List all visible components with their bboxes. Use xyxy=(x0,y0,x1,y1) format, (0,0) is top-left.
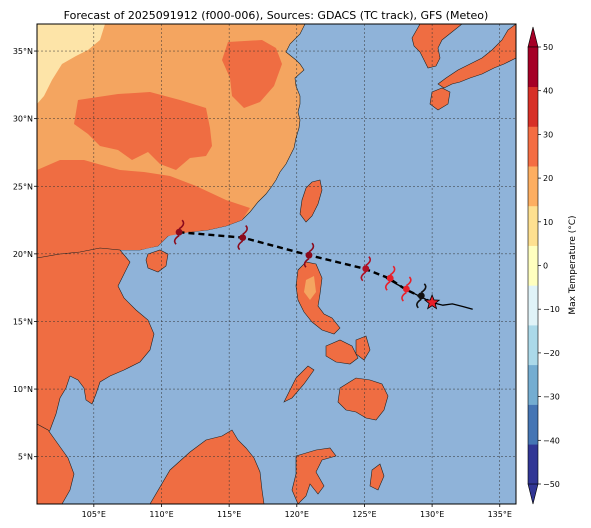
lat-tick-label: 5°N xyxy=(18,453,33,462)
lat-tick-label: 15°N xyxy=(13,317,33,326)
colorbar-tick-label: −10 xyxy=(543,305,560,314)
land-china-hot-zone-south xyxy=(37,160,250,258)
colorbar-segment xyxy=(528,285,538,326)
colorbar-segment xyxy=(528,47,538,88)
cyclone-symbol-icon xyxy=(416,283,427,309)
lat-tick-label: 30°N xyxy=(13,115,33,124)
land-mindanao xyxy=(337,377,389,421)
lon-tick-label: 125°E xyxy=(352,510,376,519)
colorbar-tick-label: 0 xyxy=(543,262,548,271)
land-kyushu xyxy=(429,87,451,111)
cyclone-symbol-arm xyxy=(178,219,185,230)
colorbar-tick-label: −30 xyxy=(543,393,560,402)
map-title: Forecast of 2025091912 (f000-006), Sourc… xyxy=(64,9,489,22)
colorbar-tick-label: 10 xyxy=(543,218,553,227)
land-luzon-cool xyxy=(304,276,316,300)
cyclone-symbol-arm xyxy=(303,257,310,268)
cyclone-symbol-icon xyxy=(303,242,315,268)
storm-track xyxy=(173,219,473,310)
colorbar-tick-label: −50 xyxy=(543,480,560,489)
colorbar-segment xyxy=(528,126,538,167)
colorbar-segment xyxy=(528,86,538,127)
land-china-hot-zone-north xyxy=(222,40,282,108)
land-layer xyxy=(37,24,516,504)
colorbar-tick-label: 50 xyxy=(543,43,553,52)
lon-tick-label: 120°E xyxy=(285,510,309,519)
colorbar-segment xyxy=(528,364,538,405)
lon-tick-label: 110°E xyxy=(149,510,173,519)
land-malaya xyxy=(37,423,75,504)
lon-tick-label: 115°E xyxy=(217,510,241,519)
colorbar: −50 −40 −30 −20 −10 0 10 20 30 40 50 xyxy=(527,26,560,505)
cyclone-symbol-icon xyxy=(360,256,372,282)
map-frame xyxy=(36,23,517,505)
cyclone-symbol-arm xyxy=(405,276,412,287)
land-halmahera xyxy=(369,463,385,491)
colorbar-segment xyxy=(528,325,538,366)
land-sulawesi xyxy=(291,447,337,504)
colorbar-extend-min xyxy=(527,483,539,505)
cyclone-symbol-arm xyxy=(416,298,422,309)
colorbar-tick-label: 30 xyxy=(543,130,553,139)
cyclone-symbol-arm xyxy=(401,291,407,302)
land-indochina xyxy=(37,247,155,447)
colorbar-tick-label: −40 xyxy=(543,436,560,445)
map-panel: 105°E 110°E 115°E 120°E 125°E 130°E 135°E 5°N 10… xyxy=(13,23,517,519)
lon-tick-label: 135°E xyxy=(488,510,512,519)
colorbar-tick-label: 20 xyxy=(543,174,553,183)
cyclone-symbol-arm xyxy=(173,234,180,245)
land-visayas xyxy=(325,339,359,365)
cyclone-symbol-icon xyxy=(401,276,412,302)
land-china-north-cool xyxy=(37,24,105,104)
cyclone-symbol-arm xyxy=(237,240,244,251)
cyclone-symbol-arm xyxy=(360,271,367,282)
cyclone-symbol-arm xyxy=(365,256,372,266)
colorbar-tick-label: 40 xyxy=(543,87,553,96)
cyclone-symbol-core xyxy=(403,285,410,293)
land-korea xyxy=(411,24,463,69)
cyclone-symbol-icon xyxy=(237,225,248,251)
cyclone-symbol-icon xyxy=(384,265,396,291)
cyclone-symbol-core xyxy=(386,274,394,282)
lat-tick-label: 25°N xyxy=(13,182,33,191)
cyclone-symbol-arm xyxy=(384,280,391,291)
land-china-hot-zone xyxy=(74,92,212,170)
cyclone-symbol-arm xyxy=(242,225,248,235)
colorbar-segment xyxy=(528,205,538,246)
land-borneo xyxy=(149,429,265,504)
land-palawan xyxy=(283,365,315,403)
colorbar-tick-label: −20 xyxy=(543,349,560,358)
cyclone-symbol-core xyxy=(417,292,425,300)
lon-tick-label: 105°E xyxy=(82,510,106,519)
colorbar-segment xyxy=(528,404,538,445)
land-hainan xyxy=(145,249,169,273)
cyclone-symbol-core xyxy=(362,265,370,273)
cyclone-symbol-arm xyxy=(389,265,396,276)
map-gridlines xyxy=(37,24,516,504)
axis-ticks: 105°E 110°E 115°E 120°E 125°E 130°E 135°E 5°N 10… xyxy=(13,47,512,519)
cyclone-symbol-core xyxy=(239,234,247,241)
lat-tick-label: 10°N xyxy=(13,385,33,394)
land-japan xyxy=(437,24,516,89)
cyclone-symbol-core xyxy=(175,228,183,236)
cyclone-symbol-icon xyxy=(173,219,185,245)
cyclone-symbol-core xyxy=(305,251,313,259)
lon-tick-label: 130°E xyxy=(420,510,444,519)
colorbar-segment xyxy=(528,245,538,286)
colorbar-segment xyxy=(528,444,538,485)
lat-tick-label: 35°N xyxy=(13,47,33,56)
colorbar-segment xyxy=(528,166,538,207)
current-position-star-icon xyxy=(423,293,441,310)
land-taiwan xyxy=(299,179,323,223)
cyclone-symbol-arm xyxy=(308,242,315,253)
lat-tick-label: 20°N xyxy=(13,250,33,259)
cyclone-symbol-arm xyxy=(420,283,427,294)
colorbar-extend-max xyxy=(527,26,539,48)
colorbar-label: Max Temperature (°C) xyxy=(568,215,578,314)
